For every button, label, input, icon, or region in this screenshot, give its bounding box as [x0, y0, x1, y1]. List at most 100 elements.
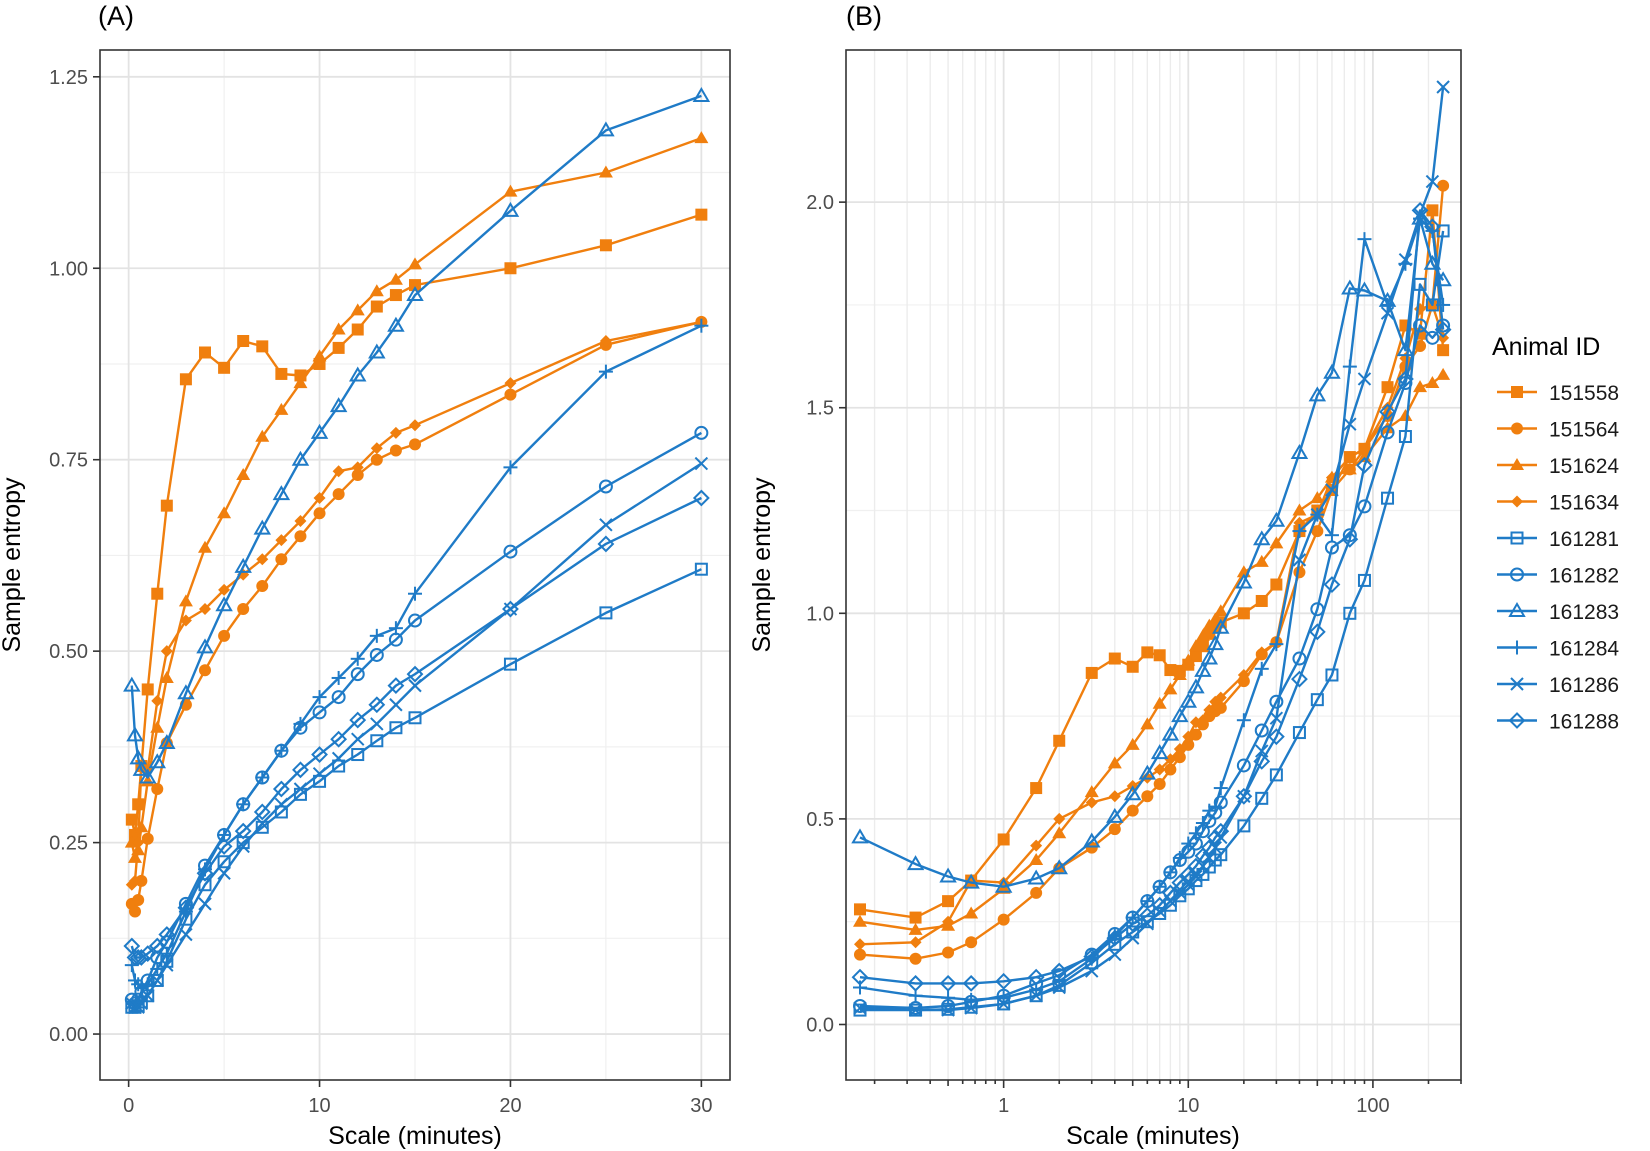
point-151558 [1270, 578, 1283, 591]
point-161286 [389, 698, 403, 712]
legend-label: 151558 [1549, 382, 1619, 405]
point-151624 [1195, 628, 1210, 641]
point-161288 [196, 864, 214, 882]
point-161288 [1179, 865, 1197, 883]
point-151624 [1292, 503, 1307, 516]
point-151558 [1255, 594, 1268, 607]
point-161288 [1323, 576, 1341, 593]
point-161281 [217, 855, 231, 869]
point-161288 [1212, 822, 1230, 840]
y-tick-label: 0.75 [49, 450, 88, 472]
point-161288 [995, 972, 1013, 990]
point-161283 [348, 366, 367, 382]
point-151634 [599, 335, 612, 348]
point-161288 [907, 974, 924, 992]
y-tick-label: 2.0 [806, 192, 834, 214]
point-161284 [1195, 816, 1210, 831]
point-161284 [293, 716, 308, 731]
point-151564 [942, 946, 955, 959]
point-151558 [1381, 381, 1394, 394]
point-161283 [501, 201, 520, 217]
point-151624 [1125, 737, 1140, 750]
panel-a: (A) 0.00 0.25 0.50 0.75 1.00 1.25 0 10 20 30 Scal… [0, 1, 731, 1150]
point-161288 [139, 945, 157, 963]
point-151624 [1140, 717, 1155, 730]
point-151624 [1084, 785, 1099, 798]
point-161283 [310, 423, 329, 439]
point-161283 [1212, 618, 1230, 634]
point-161284 [1342, 359, 1357, 374]
point-151564 [909, 952, 922, 965]
point-161282 [369, 647, 384, 662]
point-161284 [255, 770, 270, 785]
point-161288 [349, 711, 367, 729]
point-151564 [1414, 340, 1427, 353]
point-161284 [1140, 894, 1155, 909]
point-161282 [1413, 318, 1428, 333]
point-151624 [1269, 536, 1284, 549]
point-151558 [599, 239, 612, 252]
point-161282 [1236, 758, 1251, 773]
point-161288 [148, 937, 166, 955]
point-151624 [178, 594, 193, 607]
point-161288 [311, 746, 328, 763]
point-161282 [1292, 651, 1307, 666]
point-151634 [1343, 451, 1356, 464]
legend-marker [1508, 712, 1526, 729]
plot-b-series [851, 80, 1452, 1017]
point-151558 [942, 895, 955, 908]
point-161286 [236, 839, 250, 854]
point-161286 [1310, 507, 1325, 522]
point-161288 [132, 949, 150, 966]
point-161281 [1214, 848, 1228, 862]
point-161283 [158, 734, 176, 750]
point-151564 [135, 874, 148, 887]
panel-b: (B) 0.0 0.5 1.0 1.5 2.0 1 10 100 Scale (minutes… [748, 1, 1462, 1150]
point-151624 [1425, 376, 1440, 389]
point-161286 [351, 732, 365, 746]
point-151558 [1426, 204, 1439, 217]
point-161288 [851, 968, 869, 986]
point-151624 [694, 131, 709, 144]
point-161283 [387, 316, 405, 332]
point-151624 [598, 165, 613, 178]
x-tick-label: 0 [123, 1095, 134, 1117]
point-151624 [1254, 554, 1269, 567]
point-161281 [694, 562, 708, 576]
point-161288 [1253, 752, 1271, 770]
plot-a-grid [100, 50, 730, 1080]
point-151634 [1153, 763, 1166, 776]
point-151634 [1293, 516, 1306, 529]
point-161282 [331, 690, 346, 705]
point-161286 [255, 816, 269, 831]
point-161288 [1308, 623, 1326, 641]
point-151624 [1152, 696, 1167, 709]
point-161283 [132, 760, 151, 776]
point-151564 [965, 936, 978, 949]
point-161283 [1194, 661, 1212, 677]
legend-item-161281: 161281 [1497, 528, 1619, 551]
point-161288 [1379, 403, 1396, 421]
plot-a-border [99, 49, 731, 1081]
point-161288 [692, 489, 710, 507]
legend-item-161284: 161284 [1497, 638, 1619, 661]
point-161281 [1237, 819, 1251, 833]
point-161281 [351, 748, 365, 762]
legend-marker [1508, 602, 1526, 617]
point-161284 [1208, 799, 1223, 814]
point-161288 [387, 677, 405, 695]
point-151634 [313, 491, 326, 504]
point-151558 [1153, 649, 1166, 662]
point-161283 [1027, 869, 1045, 885]
point-151624 [503, 184, 518, 197]
point-161286 [996, 997, 1011, 1011]
point-161283 [1082, 832, 1101, 848]
point-161281 [370, 734, 384, 748]
point-151564 [199, 664, 211, 677]
point-161283 [1150, 744, 1169, 760]
point-151624 [217, 506, 232, 519]
legend-marker [1511, 386, 1523, 398]
point-161284 [1436, 297, 1451, 312]
legend-label: 151634 [1549, 492, 1619, 515]
series-line-161282 [859, 324, 1445, 1010]
